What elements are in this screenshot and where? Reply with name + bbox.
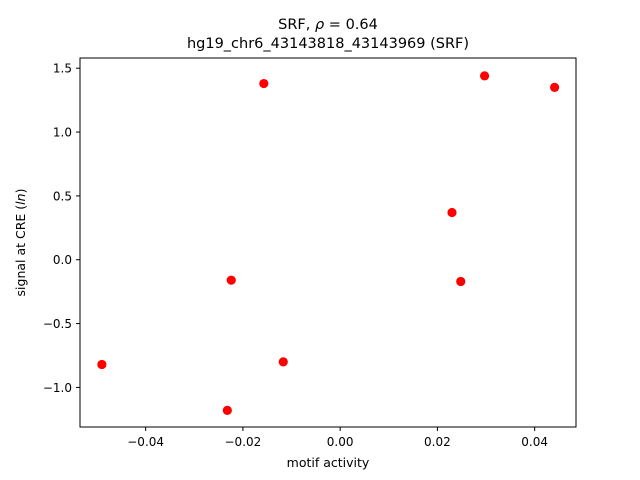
x-axis-ticks: −0.04 −0.02 0.00 0.02 0.04 bbox=[127, 427, 548, 449]
chart-title: SRF, ρ = 0.64 bbox=[278, 17, 378, 33]
plot-frame bbox=[79, 57, 577, 428]
y-tick-label-0: −1.0 bbox=[43, 381, 72, 395]
y-tick-label-5: 1.5 bbox=[53, 62, 72, 76]
data-points bbox=[97, 71, 560, 415]
y-axis-label: signal at CRE (ln) bbox=[13, 189, 28, 297]
data-point-2 bbox=[222, 405, 232, 415]
data-point-6 bbox=[447, 207, 457, 218]
x-tick-label-3: 0.02 bbox=[424, 435, 451, 449]
data-point-7 bbox=[456, 276, 466, 287]
x-tick-label-1: −0.02 bbox=[225, 435, 262, 449]
x-tick-label-0: −0.04 bbox=[127, 435, 164, 449]
data-point-1 bbox=[97, 359, 107, 370]
y-axis-ticks: −1.0 −0.5 0.0 0.5 1.0 1.5 bbox=[43, 62, 80, 395]
data-point-4 bbox=[259, 78, 269, 89]
y-tick-label-1: −0.5 bbox=[43, 317, 72, 331]
y-tick-label-2: 0.0 bbox=[53, 253, 72, 267]
data-point-3 bbox=[226, 275, 236, 285]
y-tick-label-4: 1.0 bbox=[53, 126, 72, 140]
chart-subtitle: hg19_chr6_43143818_43143969 (SRF) bbox=[187, 36, 469, 52]
data-point-5 bbox=[278, 357, 288, 367]
x-tick-label-4: 0.04 bbox=[521, 435, 548, 449]
y-tick-label-3: 0.5 bbox=[53, 189, 72, 203]
x-axis-label: motif activity bbox=[287, 455, 370, 470]
x-tick-label-2: 0.00 bbox=[327, 435, 354, 449]
data-point-8 bbox=[479, 71, 490, 81]
data-point-9 bbox=[550, 82, 560, 92]
